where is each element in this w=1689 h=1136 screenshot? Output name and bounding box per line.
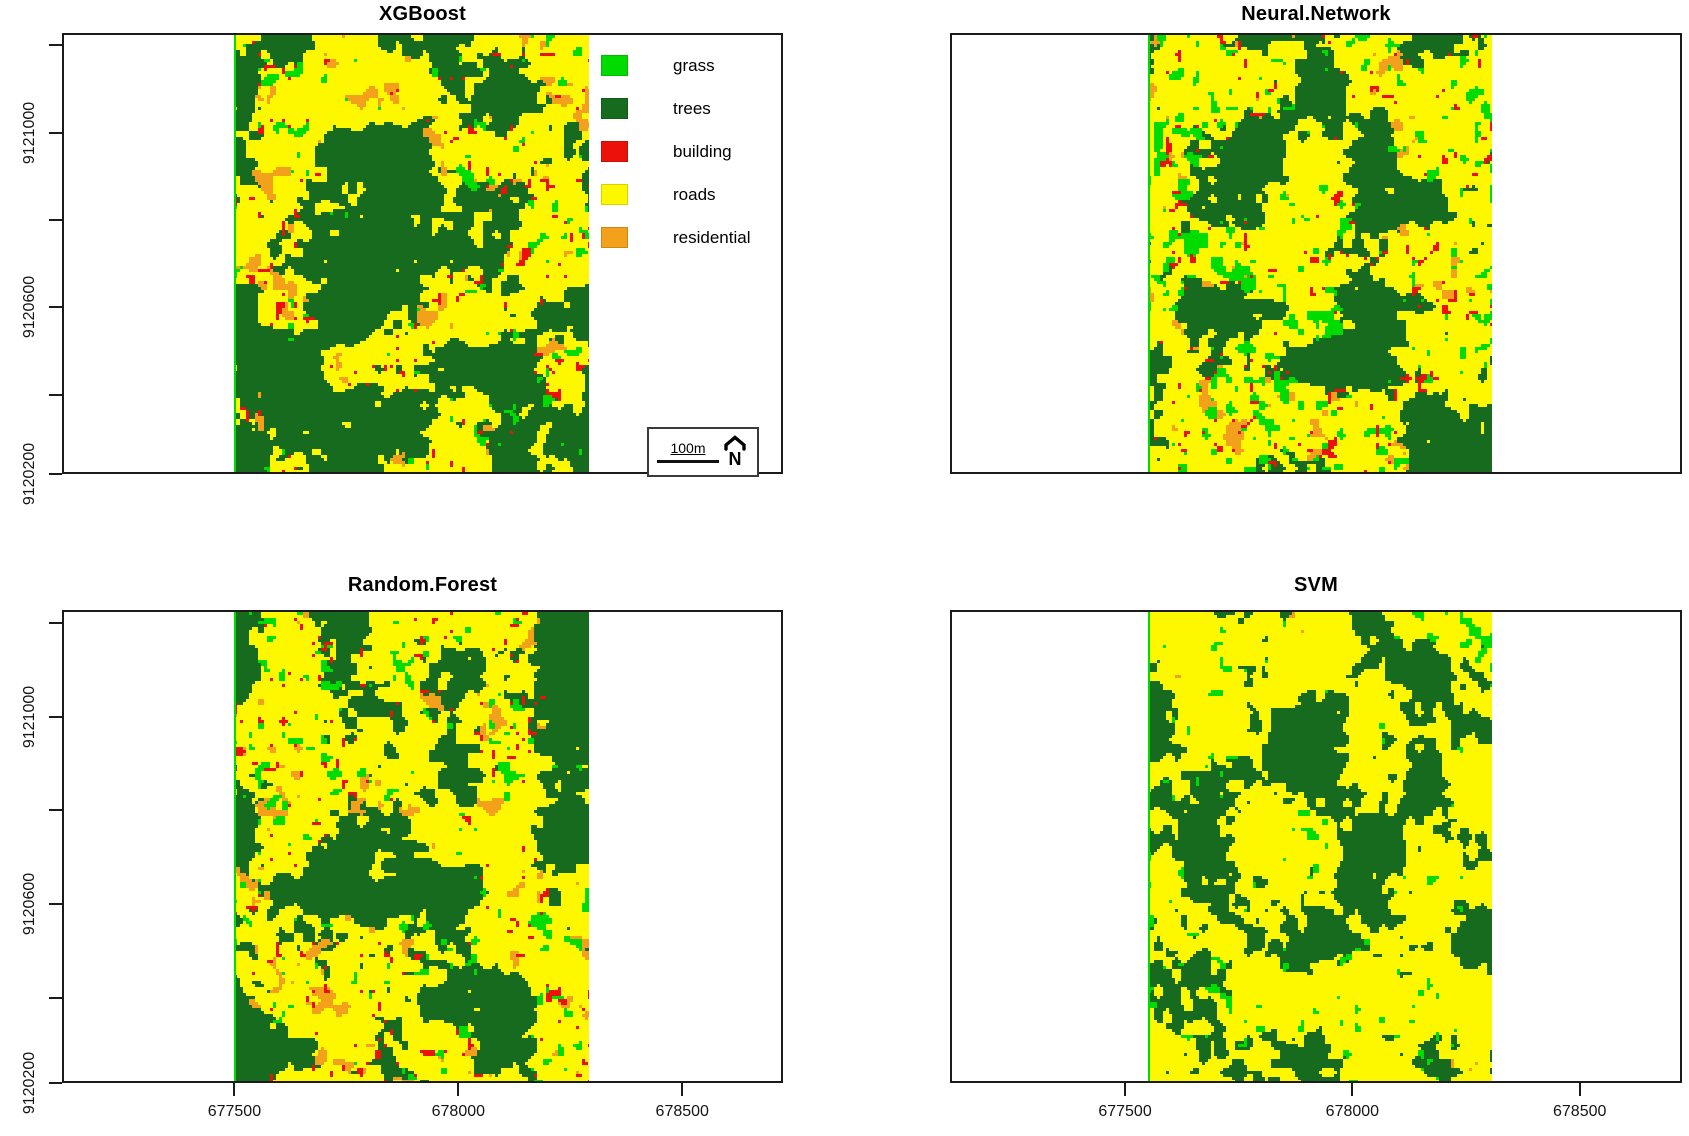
legend-swatch-trees <box>601 98 628 119</box>
y-tick-label: 9120600 <box>21 872 38 936</box>
x-tick-label: 677500 <box>207 1103 262 1120</box>
map-canvas-neural-network <box>1148 35 1492 472</box>
legend-item-residential: residential <box>601 216 751 259</box>
legend-item-trees: trees <box>601 87 751 130</box>
legend-swatch-residential <box>601 227 628 248</box>
panel-title-random-forest: Random.Forest <box>347 574 498 596</box>
y-axis-tick <box>49 1082 62 1084</box>
x-tick-label: 678000 <box>1325 1103 1380 1120</box>
panel-random-forest <box>62 610 783 1083</box>
panel-svm <box>950 610 1682 1083</box>
panel-title-neural-network: Neural.Network <box>1241 3 1391 25</box>
x-tick-label: 677500 <box>1098 1103 1152 1120</box>
panel-neural-network <box>950 33 1682 474</box>
x-axis-tick <box>457 1083 460 1096</box>
legend-item-grass: grass <box>601 44 751 87</box>
legend-label-grass: grass <box>673 55 715 75</box>
x-axis-tick <box>233 1083 236 1096</box>
y-axis-tick <box>49 903 62 906</box>
x-axis-tick <box>681 1083 684 1096</box>
legend: grass trees building roads residential <box>601 44 751 259</box>
y-axis-tick <box>49 715 62 718</box>
legend-item-building: building <box>601 130 751 173</box>
x-axis-tick <box>1578 1083 1581 1096</box>
y-tick-label: 9121000 <box>21 101 38 164</box>
y-axis-tick <box>49 131 62 134</box>
legend-label-roads: roads <box>673 184 716 204</box>
legend-label-trees: trees <box>673 98 711 118</box>
panel-xgboost <box>62 33 783 474</box>
panel-title-xgboost: XGBoost <box>379 3 466 25</box>
map-canvas-svm <box>1148 612 1492 1081</box>
y-axis-tick <box>49 44 62 47</box>
legend-swatch-roads <box>601 184 628 205</box>
scale-bar-line <box>657 460 719 463</box>
legend-item-roads: roads <box>601 173 751 216</box>
panel-title-svm: SVM <box>1294 574 1338 596</box>
y-axis-tick <box>49 622 62 625</box>
x-axis-tick <box>1124 1083 1127 1096</box>
y-tick-label: 9120200 <box>21 1051 38 1115</box>
map-canvas-xgboost <box>234 35 589 472</box>
north-arrow-icon: N <box>721 435 749 469</box>
y-tick-label: 9120200 <box>21 442 38 506</box>
scale-bar: 100m N <box>647 427 759 477</box>
x-tick-label: 678500 <box>1552 1103 1607 1120</box>
y-tick-label: 9121000 <box>21 685 38 748</box>
y-axis-tick <box>49 393 62 396</box>
y-axis-tick <box>49 996 62 999</box>
y-tick-label: 9120600 <box>21 276 38 339</box>
north-letter: N <box>729 449 742 469</box>
legend-swatch-grass <box>601 55 628 76</box>
map-canvas-random-forest <box>234 612 589 1081</box>
y-axis-tick <box>49 218 62 221</box>
scale-bar-label: 100m <box>670 440 706 456</box>
x-axis-tick <box>1351 1083 1354 1096</box>
legend-label-residential: residential <box>673 227 751 247</box>
scale-bar-segment: 100m <box>657 441 719 463</box>
y-axis-tick <box>49 306 62 309</box>
legend-label-building: building <box>673 141 732 161</box>
x-tick-label: 678500 <box>655 1103 709 1120</box>
x-tick-label: 678000 <box>431 1103 486 1120</box>
y-axis-tick <box>49 473 62 475</box>
legend-swatch-building <box>601 141 628 162</box>
y-axis-tick <box>49 809 62 812</box>
